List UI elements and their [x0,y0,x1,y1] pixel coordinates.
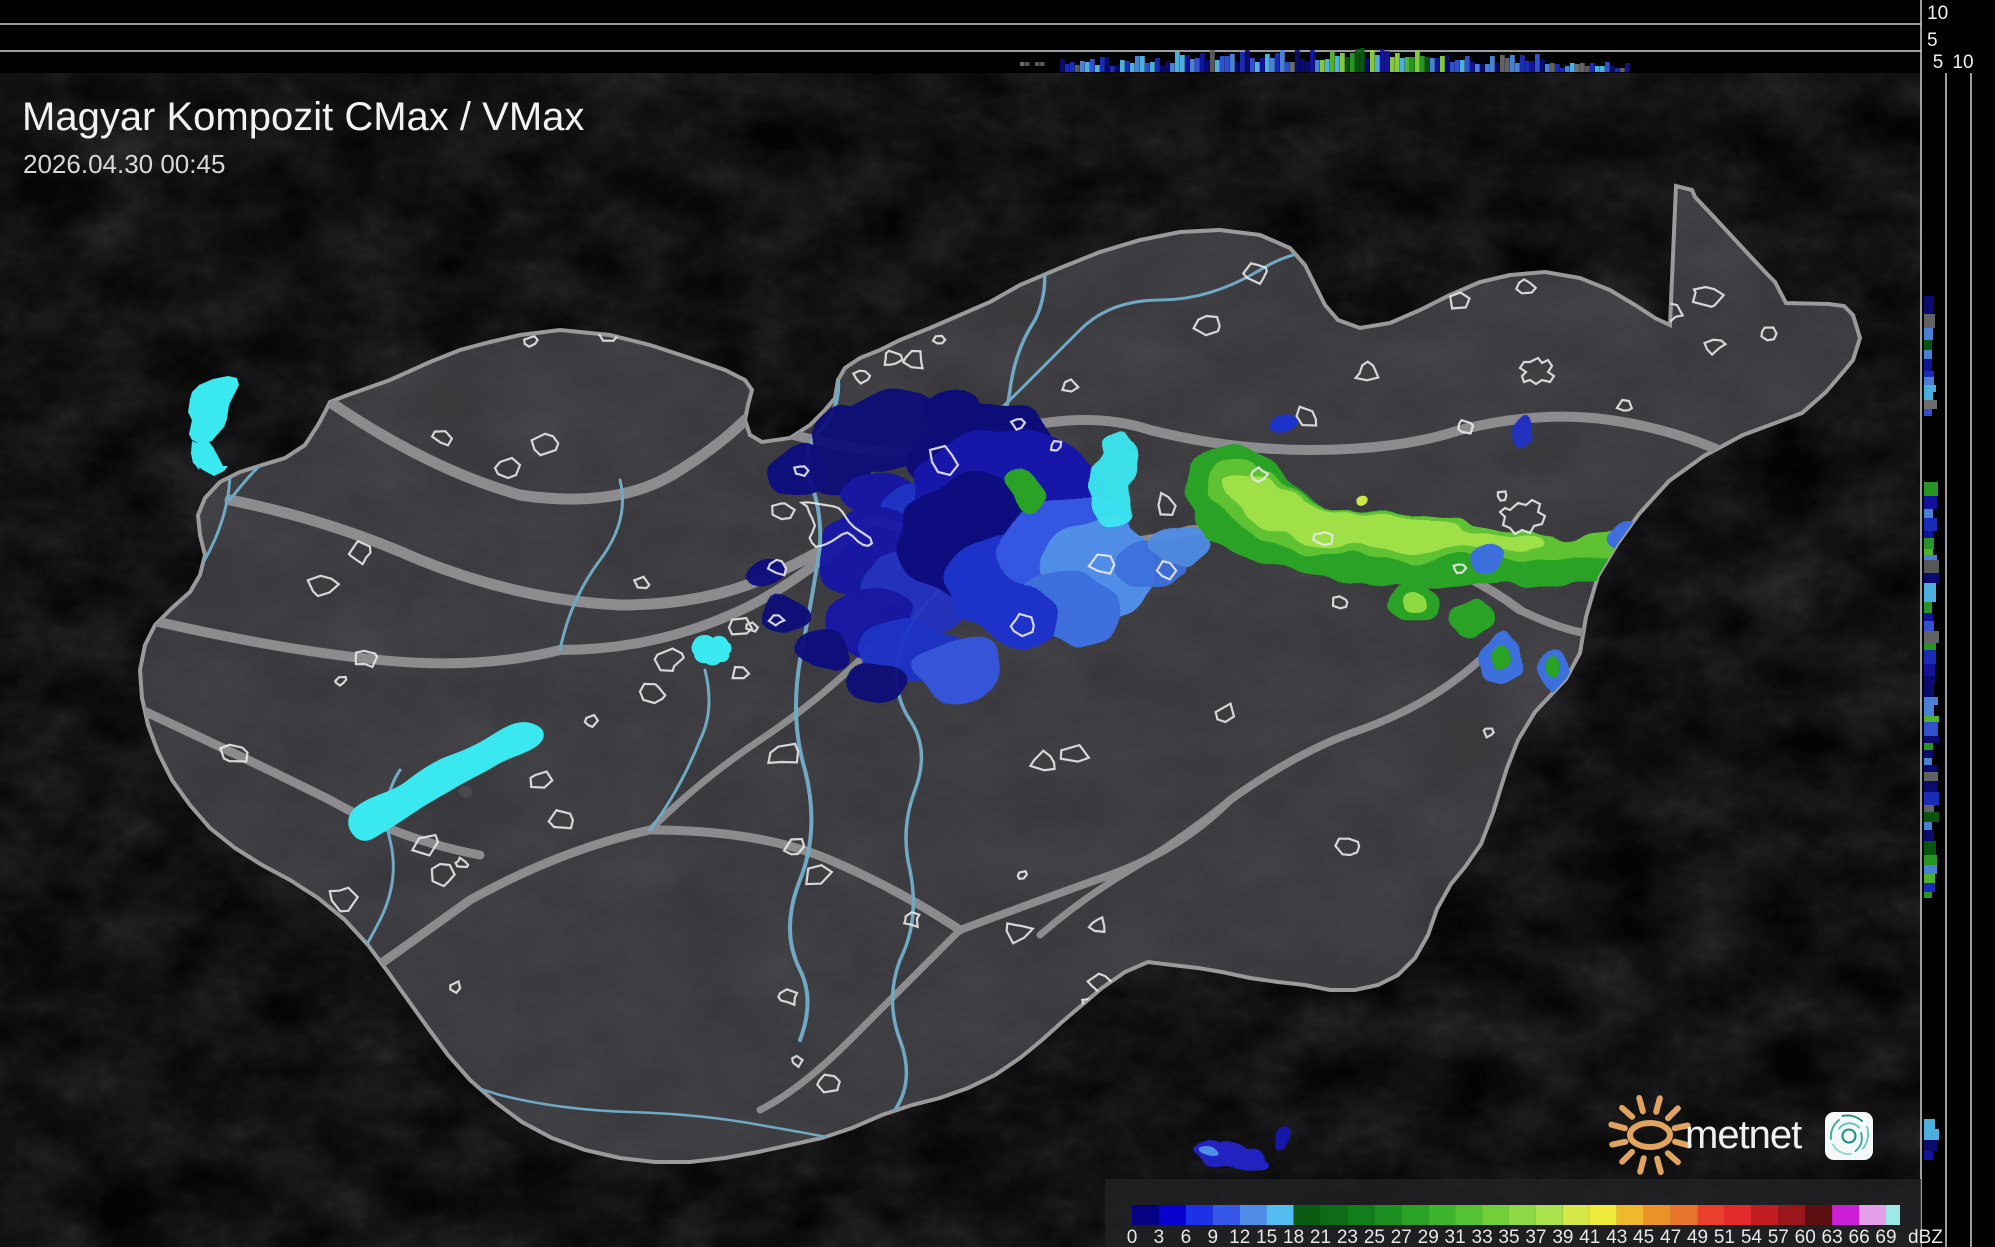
svg-text:51: 51 [1714,1227,1735,1247]
svg-text:31: 31 [1445,1227,1466,1247]
svg-text:10: 10 [1952,52,1973,73]
svg-text:12: 12 [1229,1227,1250,1247]
svg-text:dBZ: dBZ [1908,1227,1943,1247]
svg-text:37: 37 [1525,1227,1546,1247]
svg-text:15: 15 [1256,1227,1277,1247]
svg-text:25: 25 [1364,1227,1385,1247]
svg-text:21: 21 [1310,1227,1331,1247]
svg-text:66: 66 [1849,1227,1870,1247]
svg-text:41: 41 [1579,1227,1600,1247]
svg-text:9: 9 [1208,1227,1219,1247]
svg-text:45: 45 [1633,1227,1654,1247]
svg-text:23: 23 [1337,1227,1358,1247]
svg-text:49: 49 [1687,1227,1708,1247]
svg-text:29: 29 [1418,1227,1439,1247]
svg-text:35: 35 [1498,1227,1519,1247]
svg-text:0: 0 [1127,1227,1138,1247]
svg-text:metnet: metnet [1685,1113,1802,1157]
svg-text:3: 3 [1154,1227,1165,1247]
svg-text:60: 60 [1795,1227,1816,1247]
svg-text:39: 39 [1552,1227,1573,1247]
svg-text:10: 10 [1927,3,1948,24]
svg-text:63: 63 [1822,1227,1843,1247]
svg-text:5: 5 [1933,52,1944,73]
svg-text:69: 69 [1875,1227,1896,1247]
svg-text:54: 54 [1741,1227,1763,1247]
svg-text:43: 43 [1606,1227,1627,1247]
svg-text:6: 6 [1181,1227,1192,1247]
svg-text:47: 47 [1660,1227,1681,1247]
svg-text:33: 33 [1472,1227,1493,1247]
svg-text:27: 27 [1391,1227,1412,1247]
svg-text:18: 18 [1283,1227,1304,1247]
svg-text:5: 5 [1927,30,1938,51]
svg-text:57: 57 [1768,1227,1789,1247]
